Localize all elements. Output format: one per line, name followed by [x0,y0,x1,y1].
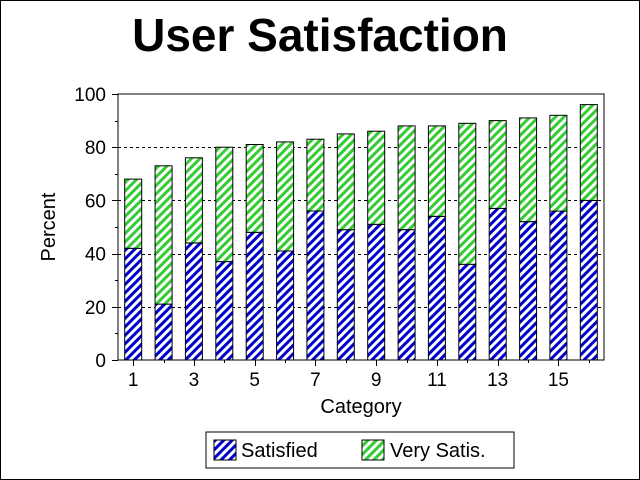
bar-satisfied [245,231,264,361]
bar-very-satisfied [245,144,264,233]
bar-satisfied [458,263,477,361]
bar-very-satisfied [458,122,477,265]
bar-very-satisfied [549,114,568,212]
bar-satisfied [549,210,568,361]
bar-satisfied [184,242,203,361]
bar-satisfied [276,250,295,361]
bar-satisfied [367,223,386,361]
bar-satisfied [306,210,325,361]
bar-very-satisfied [154,165,173,305]
legend-label-satisfied: Satisfied [241,440,318,462]
bar-very-satisfied [488,120,507,209]
y-tick-label: 0 [95,351,106,372]
bar-very-satisfied [124,178,143,249]
bar-satisfied [215,261,234,361]
bar-satisfied [397,229,416,361]
y-tick-label: 20 [85,298,106,319]
legend-swatch-very-satisfied [361,439,385,461]
bar-satisfied [488,207,507,361]
y-tick-label: 40 [85,245,106,266]
y-axis-title: Percent [38,192,60,261]
x-axis-title: Category [320,396,401,418]
bar-very-satisfied [306,138,325,212]
bar-satisfied [427,215,446,361]
x-tick-label: 1 [128,370,139,391]
bar-satisfied [154,303,173,361]
bar-very-satisfied [397,125,416,231]
x-tick-label: 11 [427,370,447,391]
bar-satisfied [124,247,143,361]
bar-very-satisfied [519,117,538,223]
chart-title: User Satisfaction [132,9,508,61]
y-tick-label: 80 [85,138,106,159]
x-tick-label: 15 [548,370,569,391]
bar-satisfied [519,221,538,361]
bar-very-satisfied [579,104,598,201]
bar-very-satisfied [276,141,295,252]
legend: Satisfied Very Satis. [205,431,515,469]
legend-swatch-satisfied [213,439,237,461]
legend-label-very-satisfied: Very Satis. [390,440,486,462]
bar-satisfied [579,199,598,361]
bar-very-satisfied [184,157,203,244]
bar-very-satisfied [427,125,446,217]
legend-box [205,431,515,469]
bars [124,104,598,361]
bar-very-satisfied [367,130,386,225]
x-tick-label: 13 [487,370,508,391]
x-tick-label: 3 [189,370,200,391]
y-tick-label: 60 [85,191,106,212]
bar-very-satisfied [336,133,355,231]
bar-satisfied [336,229,355,361]
x-tick-label: 7 [310,370,321,391]
x-tick-label: 5 [249,370,260,391]
y-tick-label: 100 [74,85,106,106]
x-tick-label: 9 [371,370,382,391]
bar-very-satisfied [215,146,234,263]
axis-ticks [112,94,590,366]
